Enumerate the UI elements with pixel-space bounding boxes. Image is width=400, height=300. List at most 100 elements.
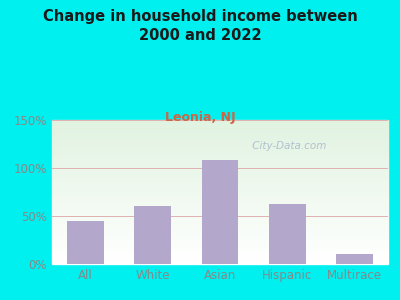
- Bar: [52, 242, 388, 244]
- Bar: [52, 190, 388, 192]
- Bar: [52, 218, 388, 219]
- Bar: [52, 126, 388, 127]
- Bar: [52, 182, 388, 183]
- Bar: [52, 165, 388, 166]
- Bar: [52, 163, 388, 165]
- Bar: [52, 160, 388, 162]
- Bar: [52, 150, 388, 152]
- Bar: [52, 194, 388, 195]
- Bar: [52, 129, 388, 130]
- Bar: [52, 122, 388, 123]
- Text: Leonia, NJ: Leonia, NJ: [165, 111, 235, 124]
- Bar: [52, 154, 388, 156]
- Bar: [52, 166, 388, 167]
- Bar: [52, 147, 388, 149]
- Bar: [52, 178, 388, 179]
- Bar: [52, 230, 388, 231]
- Bar: [52, 176, 388, 178]
- Bar: [52, 196, 388, 198]
- Bar: [52, 133, 388, 134]
- Bar: [52, 124, 388, 126]
- Bar: [52, 185, 388, 186]
- Bar: [52, 238, 388, 239]
- Bar: [52, 158, 388, 159]
- Bar: [52, 215, 388, 217]
- Bar: [52, 205, 388, 206]
- Bar: [52, 255, 388, 257]
- Bar: [269, 205, 306, 264]
- Bar: [52, 239, 388, 241]
- Bar: [52, 192, 388, 194]
- Bar: [52, 211, 388, 212]
- Bar: [52, 208, 388, 209]
- Bar: [52, 173, 388, 175]
- Bar: [52, 244, 388, 245]
- Bar: [52, 212, 388, 214]
- Bar: [52, 149, 388, 150]
- Bar: [52, 234, 388, 235]
- Bar: [52, 183, 388, 185]
- Bar: [52, 179, 388, 181]
- Bar: [52, 232, 388, 234]
- Bar: [52, 195, 388, 196]
- Bar: [52, 253, 388, 254]
- Bar: [52, 136, 388, 137]
- Bar: [52, 159, 388, 160]
- Bar: [52, 145, 388, 146]
- Bar: [52, 251, 388, 253]
- Bar: [52, 172, 388, 173]
- Bar: [134, 206, 171, 264]
- Bar: [52, 137, 388, 139]
- Bar: [52, 170, 388, 172]
- Bar: [52, 260, 388, 261]
- Text: City-Data.com: City-Data.com: [248, 141, 326, 151]
- Bar: [52, 262, 388, 264]
- Bar: [52, 143, 388, 145]
- Bar: [52, 127, 388, 129]
- Bar: [202, 160, 238, 264]
- Bar: [52, 199, 388, 201]
- Bar: [52, 198, 388, 199]
- Bar: [52, 142, 388, 143]
- Bar: [52, 123, 388, 124]
- Bar: [52, 202, 388, 203]
- Bar: [52, 162, 388, 163]
- Bar: [336, 254, 373, 264]
- Bar: [52, 225, 388, 226]
- Bar: [52, 222, 388, 224]
- Bar: [52, 214, 388, 215]
- Bar: [52, 237, 388, 238]
- Bar: [52, 217, 388, 218]
- Bar: [52, 131, 388, 133]
- Bar: [52, 257, 388, 258]
- Bar: [52, 209, 388, 211]
- Bar: [52, 146, 388, 147]
- Bar: [52, 134, 388, 136]
- Bar: [52, 153, 388, 154]
- Bar: [52, 235, 388, 237]
- Bar: [52, 241, 388, 242]
- Bar: [52, 261, 388, 262]
- Bar: [52, 188, 388, 189]
- Bar: [52, 206, 388, 208]
- Bar: [52, 175, 388, 176]
- Bar: [52, 139, 388, 140]
- Bar: [67, 221, 104, 264]
- Bar: [52, 247, 388, 248]
- Bar: [52, 231, 388, 232]
- Bar: [52, 254, 388, 255]
- Bar: [52, 156, 388, 158]
- Bar: [52, 245, 388, 247]
- Bar: [52, 219, 388, 221]
- Bar: [52, 224, 388, 225]
- Bar: [52, 226, 388, 228]
- Bar: [52, 140, 388, 142]
- Bar: [52, 248, 388, 250]
- Bar: [52, 181, 388, 182]
- Bar: [52, 189, 388, 190]
- Bar: [52, 250, 388, 251]
- Bar: [52, 120, 388, 122]
- Bar: [52, 228, 388, 230]
- Bar: [52, 152, 388, 153]
- Bar: [52, 186, 388, 188]
